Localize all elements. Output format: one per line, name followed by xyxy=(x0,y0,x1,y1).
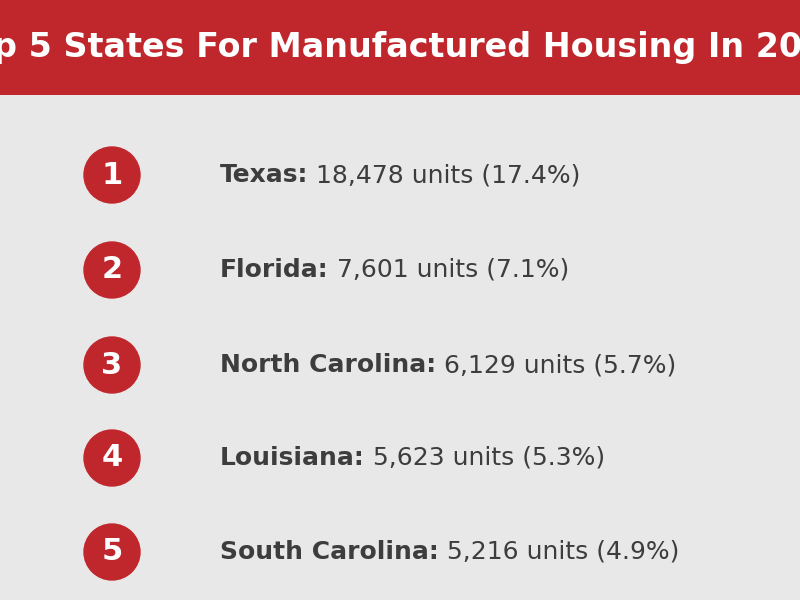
Text: 5,216 units (4.9%): 5,216 units (4.9%) xyxy=(438,540,679,564)
Text: Florida:: Florida: xyxy=(220,258,329,282)
Text: 18,478 units (17.4%): 18,478 units (17.4%) xyxy=(308,163,581,187)
FancyBboxPatch shape xyxy=(0,0,800,95)
Text: North Carolina:: North Carolina: xyxy=(220,353,436,377)
Circle shape xyxy=(84,147,140,203)
Circle shape xyxy=(84,524,140,580)
Text: 1: 1 xyxy=(102,160,122,190)
Text: 3: 3 xyxy=(102,350,122,379)
Text: 4: 4 xyxy=(102,443,122,473)
Text: 6,129 units (5.7%): 6,129 units (5.7%) xyxy=(436,353,676,377)
Text: 2: 2 xyxy=(102,256,122,284)
Text: Top 5 States For Manufactured Housing In 2021: Top 5 States For Manufactured Housing In… xyxy=(0,31,800,64)
Circle shape xyxy=(84,430,140,486)
Text: 7,601 units (7.1%): 7,601 units (7.1%) xyxy=(329,258,569,282)
Text: South Carolina:: South Carolina: xyxy=(220,540,438,564)
Text: 5: 5 xyxy=(102,538,122,566)
Text: Louisiana:: Louisiana: xyxy=(220,446,365,470)
Circle shape xyxy=(84,337,140,393)
Text: Texas:: Texas: xyxy=(220,163,308,187)
Circle shape xyxy=(84,242,140,298)
Text: 5,623 units (5.3%): 5,623 units (5.3%) xyxy=(365,446,605,470)
